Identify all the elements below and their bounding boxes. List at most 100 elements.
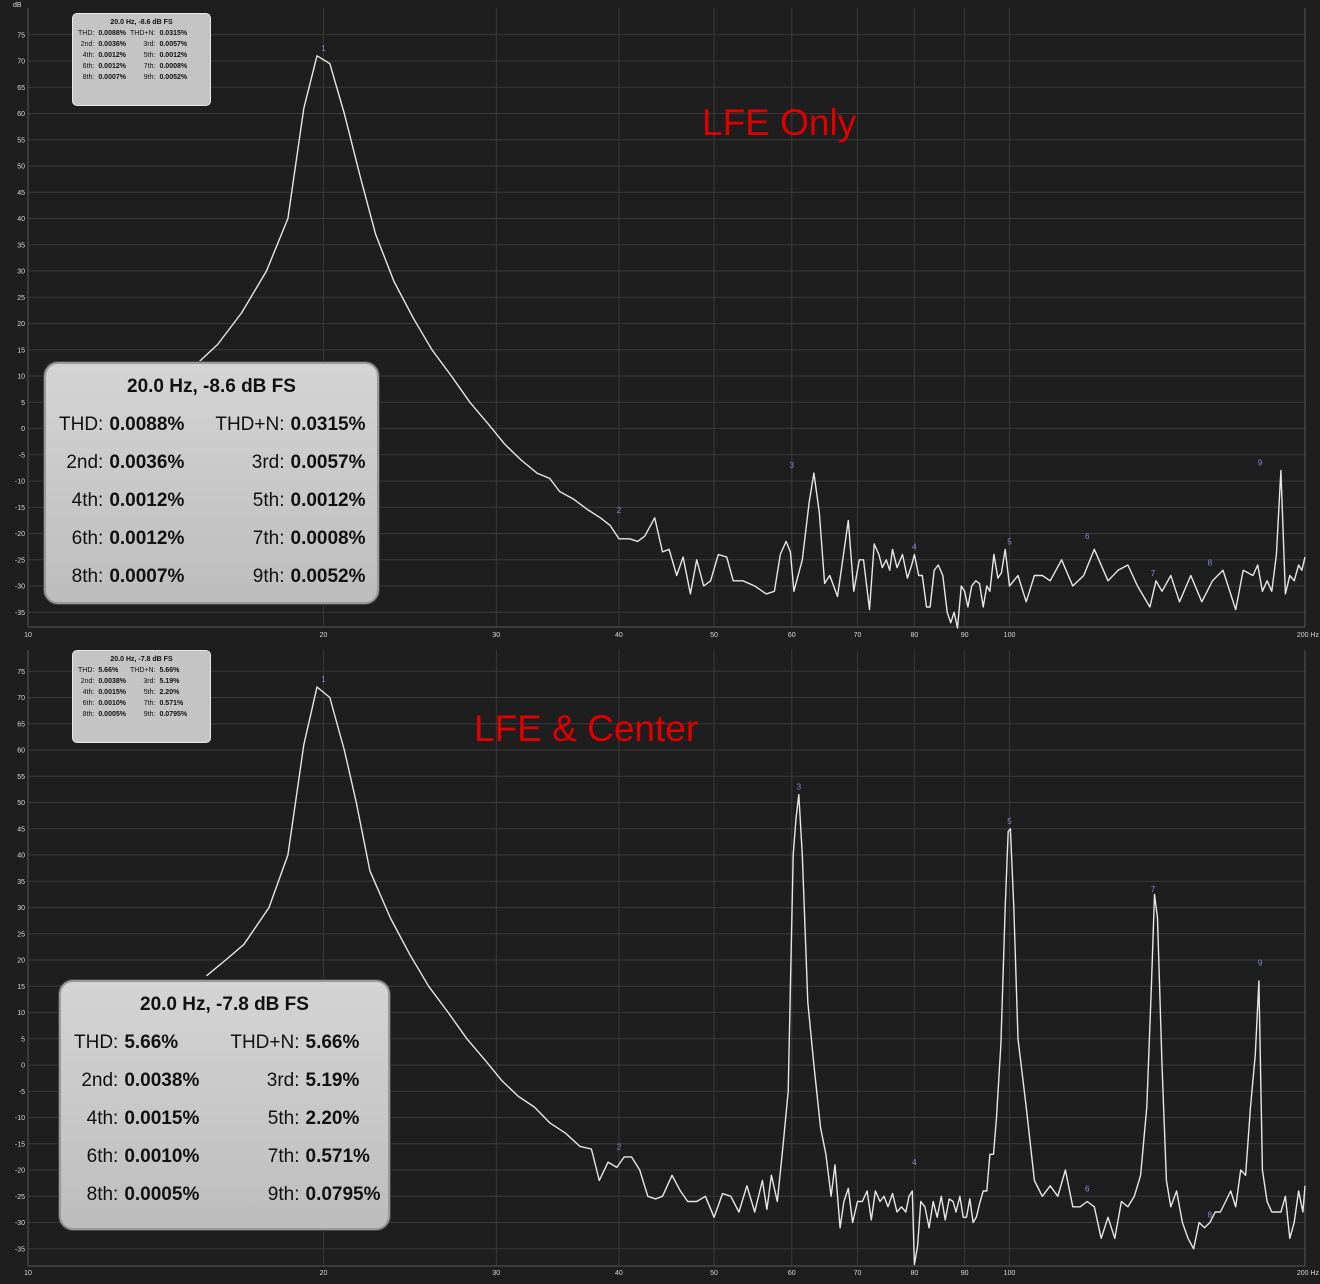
y-tick-label: 70	[17, 695, 25, 702]
y-tick-label: -15	[15, 505, 25, 512]
y-tick-label: -25	[15, 1194, 25, 1201]
summary-key: THD+N:	[230, 1032, 300, 1053]
mini-key: 4th:	[82, 52, 95, 59]
mini-key: 9th:	[143, 711, 156, 718]
chart-title: LFE & Center	[474, 708, 698, 749]
summary-header: 20.0 Hz, -8.6 dB FS	[127, 376, 296, 397]
summary-box-bottom: 20.0 Hz, -7.8 dB FS THD: 5.66% THD+N: 5.66%…	[59, 980, 390, 1230]
x-tick-label: 70	[854, 632, 862, 639]
mini-key: 4th:	[82, 689, 95, 696]
summary-key: THD+N:	[215, 414, 285, 435]
summary-val: 0.571%	[305, 1146, 370, 1167]
y-tick-label: 65	[17, 85, 25, 92]
x-tick-label: 10	[24, 1270, 32, 1277]
y-tick-label: -20	[15, 1168, 25, 1175]
harmonic-marker-label: 2	[617, 1142, 622, 1151]
summary-val: 0.0008%	[290, 528, 366, 549]
y-tick-label: -5	[19, 1089, 25, 1096]
summary-key: THD:	[59, 414, 104, 435]
harmonic-marker-label: 3	[797, 783, 802, 792]
summary-table: THD: 5.66% THD+N: 5.66% 2nd: 0.0038% 3rd: 5.19…	[71, 1024, 409, 1214]
mini-summary-header: 20.0 Hz, -8.6 dB FS	[110, 19, 173, 26]
y-tick-label: 20	[17, 958, 25, 965]
x-tick-label: 200 Hz	[1297, 632, 1320, 639]
harmonic-marker-label: 5	[1007, 817, 1012, 826]
mini-val: 0.0057%	[159, 41, 188, 48]
harmonic-marker-label: 6	[1085, 532, 1090, 541]
x-tick-label: 50	[710, 1270, 718, 1277]
y-tick-label: -35	[15, 1246, 25, 1253]
y-tick-label: 60	[17, 748, 25, 755]
summary-val: 0.0010%	[124, 1146, 200, 1167]
x-tick-label: 40	[615, 1270, 623, 1277]
y-tick-label: 40	[17, 216, 25, 223]
y-tick-label: 10	[17, 1010, 25, 1017]
x-tick-label: 20	[320, 1270, 328, 1277]
y-tick-label: -10	[15, 1115, 25, 1122]
y-tick-label: 25	[17, 931, 25, 938]
x-tick-label: 90	[961, 1270, 969, 1277]
summary-val: 0.0012%	[109, 490, 185, 511]
summary-val: 0.0005%	[124, 1184, 200, 1205]
mini-key: 6th:	[82, 63, 95, 70]
y-tick-label: 70	[17, 59, 25, 66]
mini-val: 0.0088%	[98, 30, 126, 37]
x-tick-label: 60	[788, 632, 796, 639]
x-tick-label: 70	[854, 1270, 862, 1277]
summary-key: 4th:	[86, 1108, 119, 1129]
harmonic-marker-label: 8	[1208, 1211, 1213, 1220]
y-tick-label: 45	[17, 826, 25, 833]
harmonic-marker-label: 7	[1151, 885, 1156, 894]
mini-val: 0.0012%	[159, 52, 188, 59]
mini-summary-header: 20.0 Hz, -7.8 dB FS	[110, 656, 173, 663]
summary-val: 2.20%	[305, 1108, 360, 1129]
y-tick-label: 50	[17, 800, 25, 807]
spectrum-line	[194, 55, 1306, 629]
mini-key: 7th:	[143, 700, 156, 707]
mini-val: 0.0008%	[159, 63, 188, 70]
mini-summary-box-bottom: 20.0 Hz, -7.8 dB FS THD: 5.66% THD+N: 5.66%…	[72, 650, 211, 743]
mini-summary-table: THD: 5.66% THD+N: 5.66% 2nd: 0.0038% 3rd: 5.19…	[76, 666, 189, 721]
summary-key: 6th:	[71, 528, 104, 549]
summary-key: 3rd:	[251, 452, 285, 473]
harmonic-marker-label: 1	[321, 44, 326, 53]
y-unit-label: dB	[13, 2, 22, 9]
x-tick-label: 90	[961, 632, 969, 639]
mini-val: 0.0036%	[98, 41, 126, 48]
y-tick-label: 30	[17, 269, 25, 276]
y-tick-label: 0	[21, 426, 25, 433]
summary-box-top: 20.0 Hz, -8.6 dB FS THD: 0.0088% THD+N: 0.0…	[44, 362, 379, 604]
y-tick-label: 35	[17, 242, 25, 249]
x-tick-label: 60	[788, 1270, 796, 1277]
summary-key: 8th:	[86, 1184, 119, 1205]
x-tick-label: 50	[710, 632, 718, 639]
y-tick-label: 75	[17, 32, 25, 39]
y-tick-label: 50	[17, 164, 25, 171]
summary-val: 0.0052%	[290, 566, 366, 587]
harmonic-marker-label: 9	[1258, 459, 1263, 468]
mini-summary-table: THD: 0.0088% THD+N: 0.0315% 2nd: 0.0036% 3rd:…	[76, 29, 189, 84]
y-tick-label: -25	[15, 557, 25, 564]
x-tick-label: 30	[492, 632, 500, 639]
mini-val: 0.0007%	[98, 74, 126, 81]
summary-key: 8th:	[71, 566, 104, 587]
harmonic-marker-label: 4	[912, 543, 917, 552]
x-tick-label: 30	[492, 1270, 500, 1277]
mini-val: 0.0015%	[98, 689, 126, 696]
mini-key: 2nd:	[80, 41, 95, 48]
x-tick-label: 20	[320, 632, 328, 639]
y-tick-label: 10	[17, 374, 25, 381]
y-tick-label: 75	[17, 669, 25, 676]
summary-key: 9th:	[252, 566, 285, 587]
mini-val: 0.0038%	[98, 678, 126, 685]
y-tick-label: 35	[17, 879, 25, 886]
mini-val: 2.20%	[159, 689, 180, 696]
summary-val: 5.66%	[124, 1032, 179, 1053]
y-tick-label: 55	[17, 137, 25, 144]
x-tick-label: 80	[911, 632, 919, 639]
mini-key: 6th:	[82, 700, 95, 707]
y-tick-label: -15	[15, 1141, 25, 1148]
y-tick-label: -30	[15, 1220, 25, 1227]
mini-key: 9th:	[143, 74, 156, 81]
x-tick-label: 100	[1004, 1270, 1016, 1277]
